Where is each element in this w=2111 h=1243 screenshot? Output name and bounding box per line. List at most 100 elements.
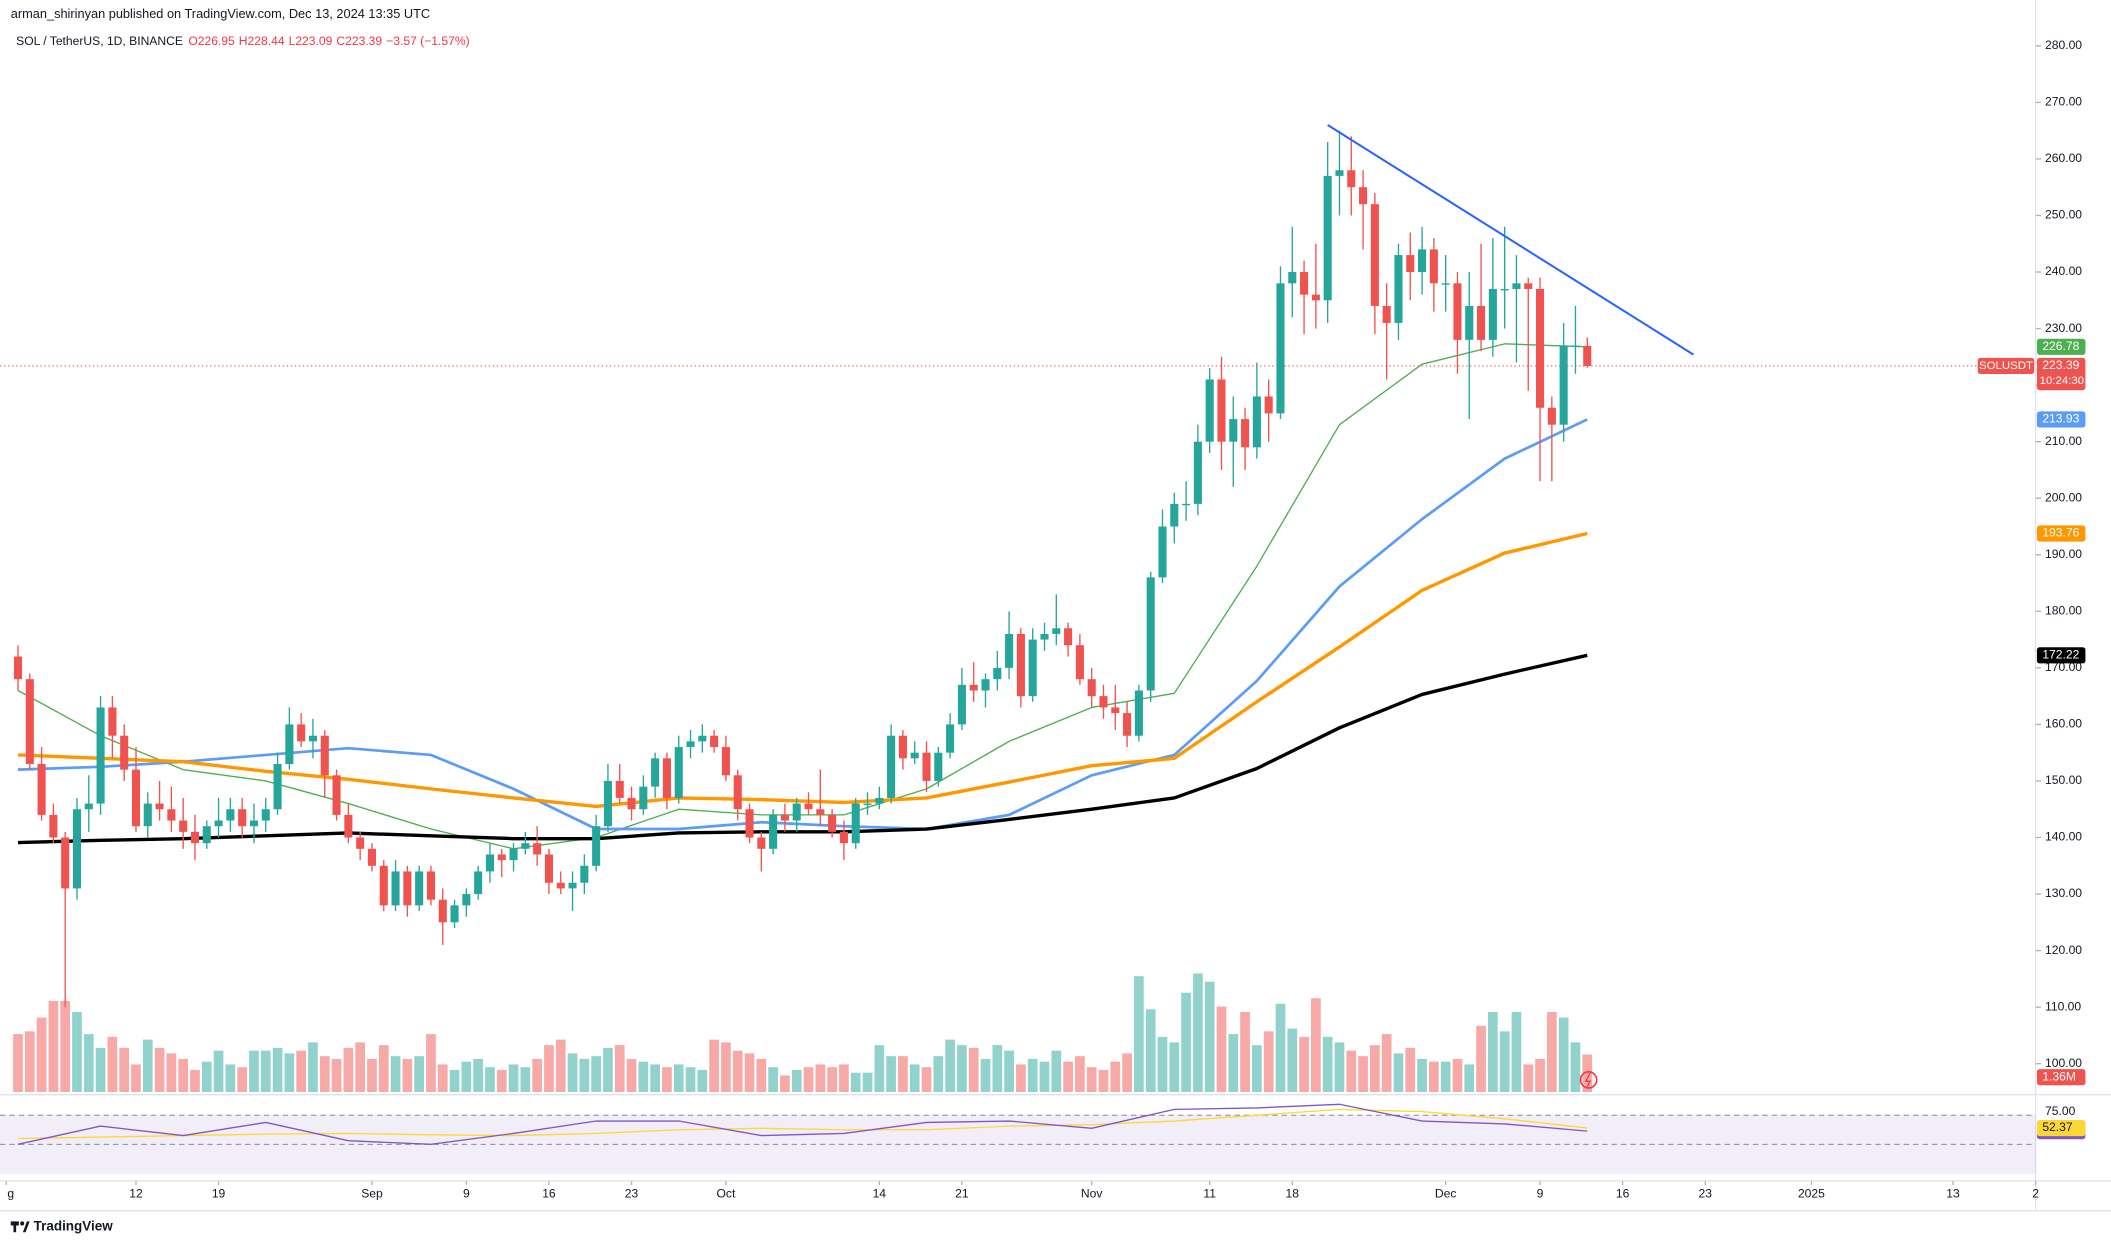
volume-bar [343,1047,354,1093]
volume-bar [95,1047,106,1093]
candle-body [379,865,388,906]
volume-bar [48,1001,59,1093]
volume-bar [272,1047,283,1093]
volume-bar [874,1045,885,1093]
candle-body [521,843,530,849]
x-tick-label: 16 [1616,1187,1630,1201]
volume-bar [296,1050,307,1093]
candle-body [1370,204,1379,306]
candle-body [1559,345,1568,425]
volume-bar [850,1072,861,1093]
candle-body [1547,407,1556,425]
volume-bar [1381,1034,1392,1093]
volume-bar [709,1039,719,1093]
candle-body [214,820,223,827]
candle-body [780,814,789,821]
volume-bar [355,1042,366,1093]
volume-bar [662,1067,672,1093]
candle-body [1193,441,1202,504]
volume-bar [957,1045,967,1093]
volume-bar [1334,1042,1345,1093]
volume-bar [178,1058,189,1093]
countdown: 10:24:30 [2040,375,2085,387]
candle-body [96,707,105,804]
symbol-label: SOLUSDT [1979,360,2033,372]
y-tick-label: 170.00 [2045,660,2082,674]
volume-bar [579,1058,590,1093]
alert-bolt [1584,1072,1592,1087]
candle-body [544,854,553,883]
volume-bar [886,1056,896,1093]
volume-bar [1535,1058,1545,1093]
candle-body [72,809,82,889]
candle-body [1418,249,1427,273]
volume-bar [567,1053,578,1093]
candle-body [615,780,624,798]
candle-body [898,735,907,759]
volume-bar [284,1053,295,1093]
volume-bar [1240,1012,1250,1093]
volume-bar [1405,1047,1416,1093]
y-tick-label: 110.00 [2045,999,2081,1013]
volume-bar [1275,1003,1286,1093]
volume-bar [839,1064,849,1093]
candle-body [190,831,200,844]
x-tick-label: 23 [625,1187,639,1201]
alert-icon[interactable] [1579,1070,1598,1089]
value-box [2036,525,2086,542]
rsi-line [17,1103,1588,1145]
volume-bar [1228,1034,1239,1093]
candle-body [249,820,259,827]
volume-bar [1016,1064,1026,1093]
publisher: arman_shirinyan published on TradingView… [11,6,430,21]
candle-body [1406,255,1415,273]
moving-average [17,653,1588,845]
candle-body [828,814,837,832]
volume-bar [638,1061,649,1093]
x-tick-label: 9 [1537,1187,1544,1201]
candle-body [1276,283,1285,414]
volume-bar [1216,1006,1227,1093]
candle-body [1311,294,1320,301]
candle-body [969,684,978,691]
volume-bar [225,1064,236,1093]
candle-body [851,803,860,844]
volume-bar [24,1031,35,1093]
volume-bar [1452,1058,1463,1093]
candle-body [1465,305,1474,340]
last-price: 223.39 [2042,358,2079,372]
y-tick-label: 120.00 [2045,943,2082,957]
volume-bar [437,1064,448,1093]
candle-body [1064,628,1073,646]
candle-body [332,775,341,815]
candle-body [721,747,730,776]
candle-body [1158,526,1167,578]
volume-bar [1311,998,1321,1093]
candle-body [1394,255,1403,323]
volume-bar [473,1058,483,1093]
x-tick-label: 13 [1946,1187,1960,1201]
volume-bar [1547,1012,1557,1093]
candle-body [1040,633,1049,640]
x-tick-label: Sep [361,1187,383,1201]
candle-body [273,763,282,810]
candle-body [226,809,235,821]
candle-body [639,786,648,810]
volume-bar [1145,1009,1156,1093]
volume-bar [791,1069,802,1093]
candle-body [285,724,294,764]
candle-body [25,679,34,764]
candle-body [603,780,612,827]
rsi-value-label: 52.37 [2042,1120,2073,1134]
x-tick-label: g [7,1187,14,1201]
candle-body [1512,283,1521,289]
symbol-box [1977,357,2035,375]
x-tick-label: 9 [463,1187,470,1201]
volume-bar [142,1039,153,1093]
x-tick-label: 21 [955,1187,969,1201]
x-tick-label: 23 [1698,1187,1712,1201]
volume-bar [803,1067,814,1093]
candle-body [627,797,636,810]
volume-bar [1086,1067,1097,1093]
candle-body [993,667,1002,680]
